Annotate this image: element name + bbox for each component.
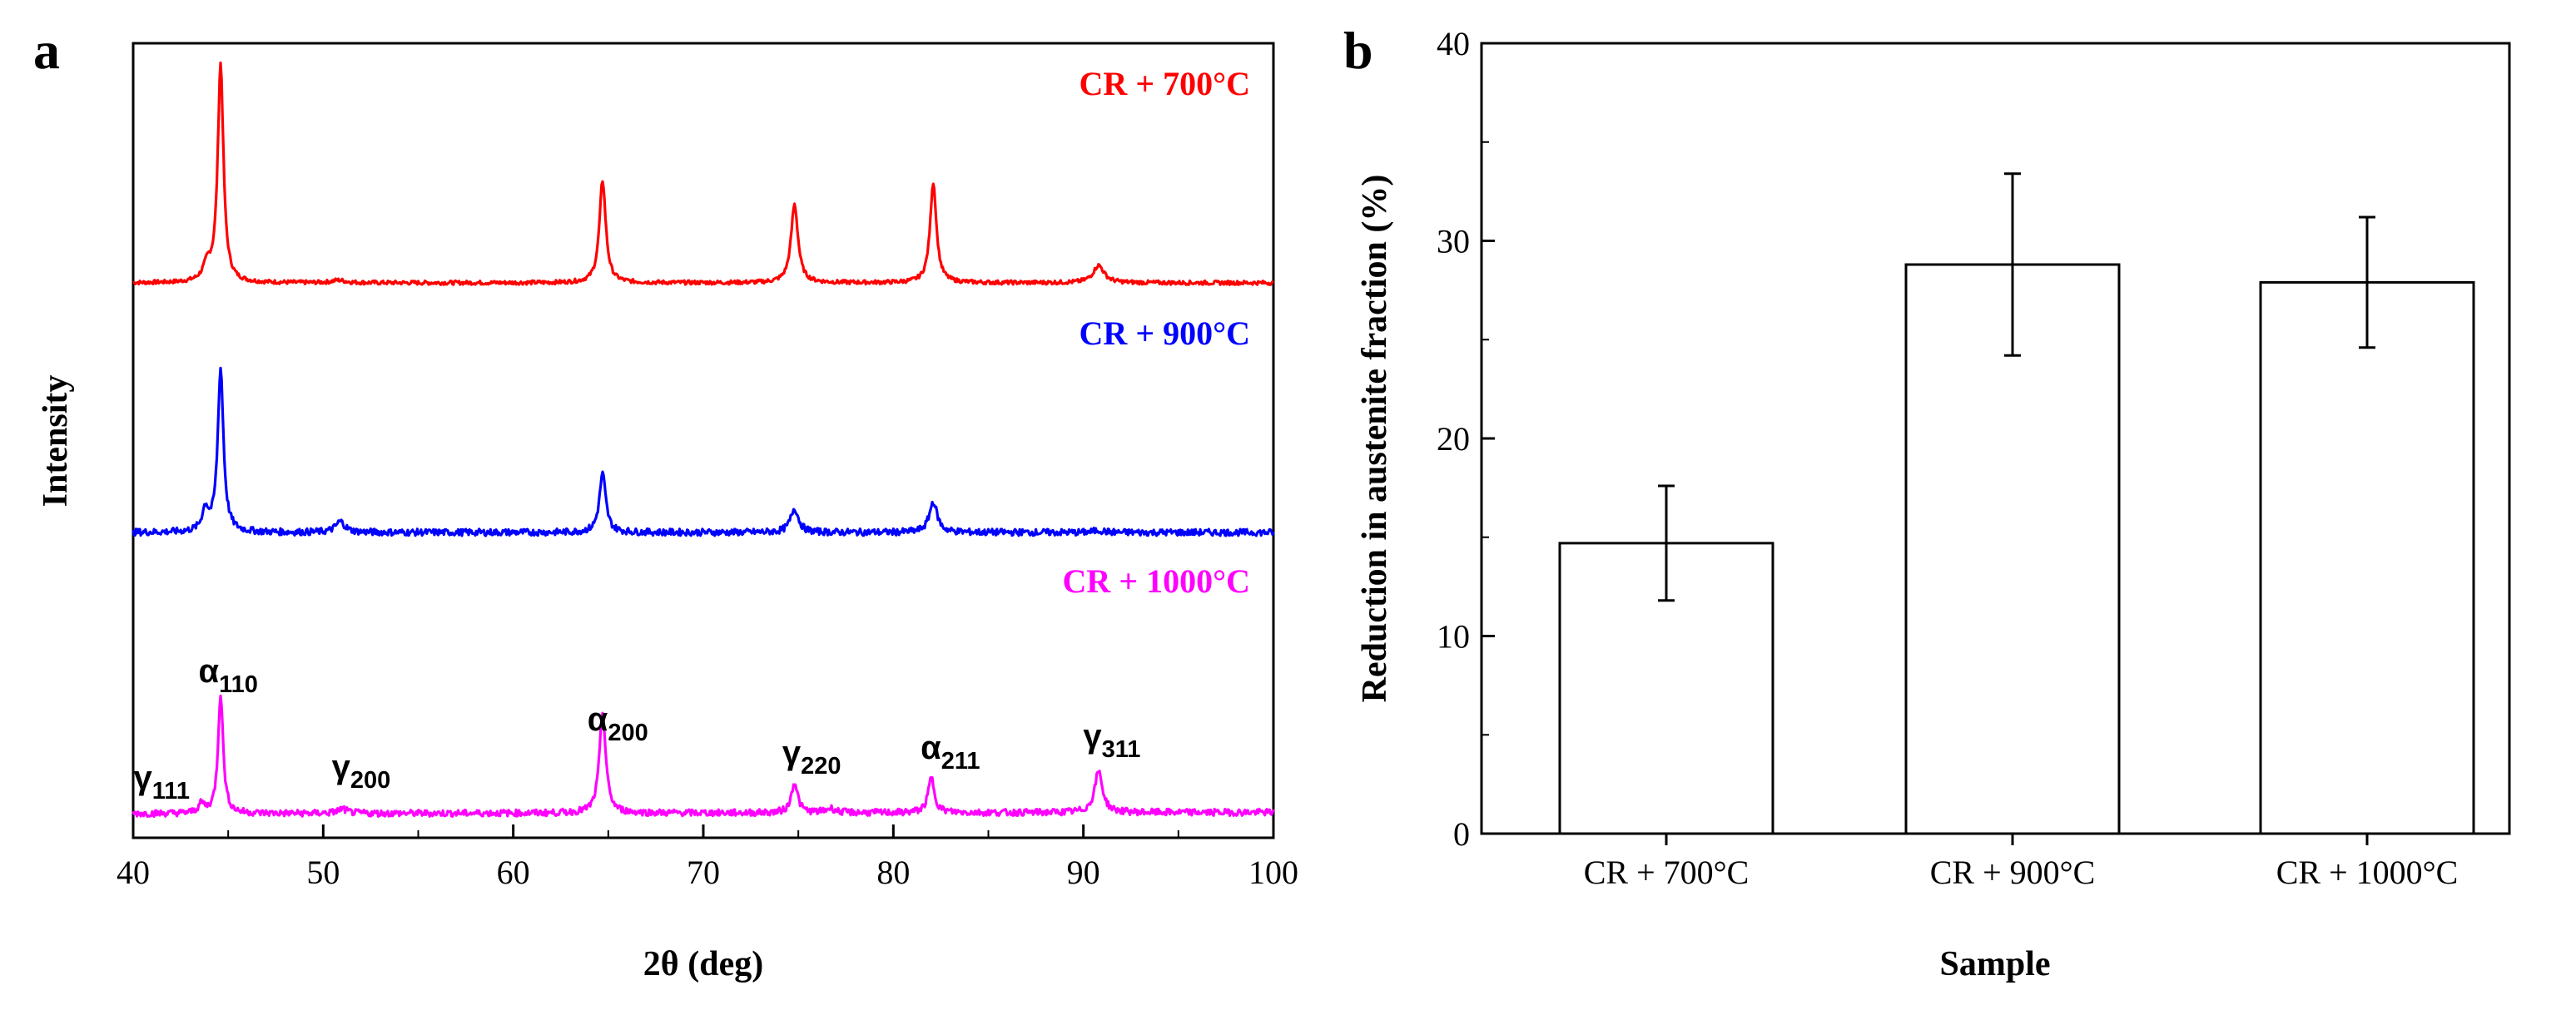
x-tick-label: 60 [497, 854, 530, 891]
category-labels: CR + 700°C CR + 900°C CR + 1000°C [1584, 834, 2459, 891]
y-tick-label: 40 [1437, 25, 1470, 62]
category-label: CR + 900°C [1930, 854, 2096, 891]
bar [2259, 280, 2475, 835]
y-tick-label: 0 [1453, 815, 1470, 853]
x-axis-label-b: Sample [1939, 945, 2050, 983]
y-tick-label: 30 [1437, 223, 1470, 260]
x-tick-label: 80 [876, 854, 910, 891]
bar [1904, 263, 2121, 835]
x-axis-label-a: 2θ (deg) [643, 945, 763, 983]
x-tick-label: 100 [1248, 854, 1298, 891]
xrd-line [132, 61, 1274, 286]
panel-letter-b: b [1343, 21, 1373, 80]
x-tick-label: 70 [687, 854, 720, 891]
peak-label: γ311 [1083, 718, 1140, 763]
peak-label: α110 [198, 653, 257, 698]
y-tick-label: 10 [1437, 618, 1470, 656]
bars [1558, 263, 2475, 835]
series-label: CR + 700°C [1080, 65, 1250, 102]
peak-label: γ200 [332, 749, 391, 794]
y-axis-label-b: Reduction in austenite fraction (%) [1356, 175, 1394, 703]
series-label: CR + 900°C [1080, 314, 1250, 352]
y-axis-label-a: Intensity [37, 375, 75, 507]
series-labels: CR + 700°C CR + 900°C CR + 1000°C [1063, 65, 1250, 600]
x-axis-ticks: 40 50 60 70 80 90 100 [117, 824, 1298, 891]
x-tick-label: 50 [306, 854, 340, 891]
xrd-patterns [132, 61, 1275, 819]
peak-label: α211 [921, 730, 980, 775]
error-bars [1658, 172, 2375, 602]
peak-label: α200 [588, 701, 648, 746]
panel-a: a 40 50 60 70 80 90 100 CR + 700°CCR + 900°CCR… [33, 21, 1298, 983]
panel-letter-a: a [33, 21, 60, 80]
x-tick-label: 90 [1067, 854, 1100, 891]
y-axis-ticks: 0 10 20 30 40 [1437, 25, 1495, 853]
peak-label: γ111 [134, 760, 190, 805]
category-label: CR + 1000°C [2276, 854, 2459, 891]
y-tick-label: 20 [1437, 420, 1470, 458]
category-label: CR + 700°C [1584, 854, 1750, 891]
xrd-line [132, 366, 1275, 537]
peak-labels: γ111 α110 γ200 α200 γ220 α211 γ311 [134, 653, 1141, 805]
peak-label: γ220 [782, 735, 841, 780]
x-tick-label: 40 [117, 854, 150, 891]
plot-frame-a [132, 42, 1275, 839]
panel-b: b 0 10 20 30 40 CR + 700°C CR + 900°C CR + 100… [1343, 21, 2511, 983]
xrd-line [132, 694, 1275, 819]
series-label: CR + 1000°C [1063, 562, 1250, 600]
